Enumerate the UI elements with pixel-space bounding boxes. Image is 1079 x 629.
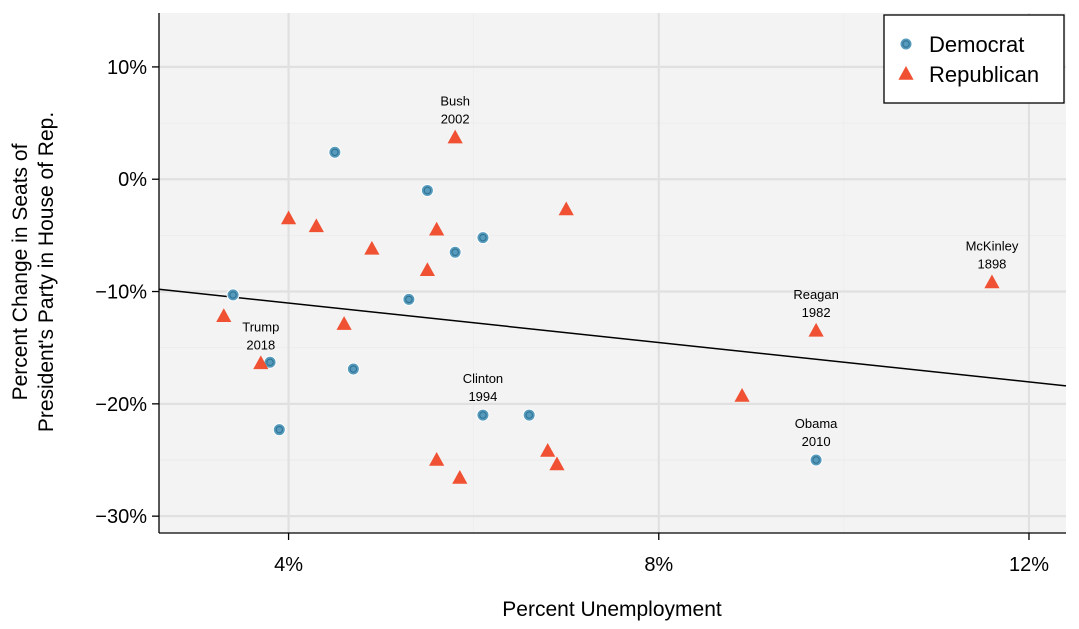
democrat-point [476, 231, 490, 245]
annotation-label: 2018 [246, 337, 275, 352]
democrat-point-outer [226, 288, 240, 302]
y-tick-label: 0% [118, 169, 147, 191]
democrat-point-ring [525, 411, 533, 419]
annotation-label: Reagan [793, 287, 839, 302]
democrat-point-ring [423, 186, 432, 195]
x-tick-label: 4% [274, 554, 303, 576]
democrat-point-outer [522, 408, 536, 422]
x-tick-label: 8% [644, 554, 673, 576]
democrat-point-outer [476, 231, 490, 245]
y-axis-title-line-2-text: President's Party in House of Rep. [35, 112, 58, 432]
legend: Democrat Republican [883, 14, 1065, 104]
republican-point [336, 316, 352, 330]
democrat-point-outer [448, 245, 462, 259]
x-axis-ticks: 4% 8% 12% [274, 533, 1049, 576]
democrat-point-outer [346, 362, 360, 376]
legend-key-republican [898, 66, 914, 80]
democrat-point [522, 408, 536, 422]
democrat-point-ring [812, 456, 820, 464]
y-tick-label: −10% [95, 282, 147, 304]
annotation-label: McKinley [966, 239, 1019, 254]
democrat-point-ring [331, 148, 339, 156]
annotation-label: 1994 [468, 389, 497, 404]
legend-label-republican: Republican [929, 62, 1039, 87]
republican-point [984, 274, 1000, 289]
annotation-label: 2010 [802, 434, 831, 449]
x-axis-title: Percent Unemployment [502, 598, 722, 621]
regression-line-group [158, 288, 1067, 387]
republican-point [540, 443, 556, 457]
regression-line [158, 288, 1067, 387]
y-axis-title-line-1-text: Percent Change in Seats of [9, 143, 32, 400]
democrat-point [346, 362, 360, 376]
annotation-label: Clinton [463, 371, 503, 386]
annotation-label: Bush [440, 94, 470, 109]
democrat-point-outer [402, 292, 416, 306]
democrat-point-ring [405, 295, 413, 304]
legend-key-democrat-outer [899, 37, 913, 51]
democrat-point [476, 408, 490, 422]
annotation-label: Trump [242, 319, 279, 334]
democrat-point [272, 423, 286, 437]
republican-point [216, 308, 232, 322]
republican-point [429, 451, 445, 466]
legend-key-democrat [899, 37, 913, 51]
republican-point [429, 221, 445, 236]
point-annotations: Bush 2002 Trump 2018 Clinton 1994 Reagan 1982 Mc… [242, 94, 1019, 449]
democrat-point-ring [479, 411, 487, 419]
annotation-label: Obama [795, 416, 838, 431]
republican-point [549, 456, 565, 471]
democrat-point-outer [420, 183, 434, 197]
legend-key-democrat-ring [902, 40, 910, 48]
democrat-point [420, 183, 434, 197]
republican-point [280, 210, 297, 225]
democrat-point [226, 288, 240, 302]
annotation-label: 1982 [802, 305, 831, 320]
republican-point [808, 322, 824, 337]
y-axis-title-group: Percent Change in Seats of President's P… [9, 112, 58, 432]
republican-point [308, 218, 324, 233]
democrat-point [328, 145, 342, 159]
democrat-point-ring [275, 425, 284, 434]
democrat-point-ring [349, 365, 358, 373]
republican-point [734, 387, 750, 402]
republican-point [452, 469, 468, 484]
democrat-point [448, 245, 462, 259]
democrat-point-ring [479, 233, 487, 242]
annotation-label: 2002 [441, 112, 470, 127]
democrat-point-outer [476, 408, 490, 422]
x-tick-label: 12% [1009, 554, 1049, 576]
annotation-label: 1898 [977, 257, 1006, 272]
democrat-point-ring [266, 358, 274, 366]
republican-point [253, 355, 269, 370]
democrat-point-outer [328, 145, 342, 159]
legend-keys [898, 37, 914, 80]
legend-label-democrat: Democrat [929, 32, 1024, 57]
y-axis-ticks: 10% 0% −10% −20% −30% [95, 57, 159, 528]
y-tick-label: −20% [95, 394, 147, 416]
republican-point [419, 262, 435, 276]
data-points [216, 129, 1000, 484]
democrat-point [402, 292, 416, 306]
y-tick-label: 10% [107, 57, 147, 79]
minor-gridlines [159, 13, 1066, 533]
legend-box [883, 14, 1065, 104]
democrat-point-outer [809, 453, 823, 467]
democrat-point [809, 453, 823, 467]
republican-point [447, 129, 463, 144]
democrat-point-ring [229, 291, 237, 299]
republican-point [364, 240, 380, 255]
republican-point [558, 201, 574, 216]
democrat-point-ring [451, 248, 459, 256]
democrat-point-outer [272, 423, 286, 437]
y-tick-label: −30% [95, 506, 147, 528]
